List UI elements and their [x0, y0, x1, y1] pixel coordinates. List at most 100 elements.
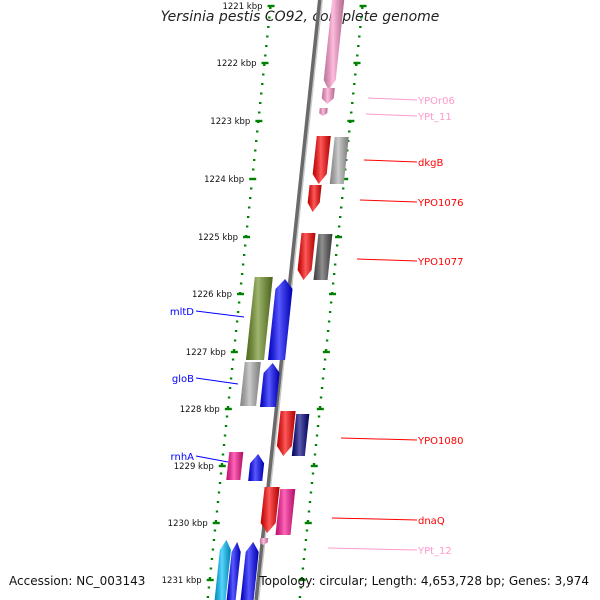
- inner-tick-dot: [247, 206, 251, 209]
- outer-tick-dot: [321, 377, 325, 380]
- topology-text: Topology: circular; Length: 4,653,728 bp…: [259, 574, 589, 588]
- outer-tick-dot: [317, 415, 321, 418]
- inner-tick-dot: [221, 453, 225, 456]
- gene-yporo6-tip-shading: [321, 88, 335, 104]
- outer-tick-dot: [356, 54, 359, 57]
- gene-dnaQ-neighbor-shading: [275, 489, 296, 535]
- inner-tick-dot: [261, 83, 264, 85]
- inner-tick-dot: [233, 339, 237, 342]
- tick-label: 1227 kbp: [186, 348, 226, 358]
- major-tick: [249, 177, 257, 181]
- outer-tick-dot: [352, 92, 355, 95]
- leader-line: [340, 437, 418, 441]
- gene-label: YPt_11: [417, 112, 452, 123]
- major-tick: [341, 177, 349, 181]
- inner-tick-dot: [268, 16, 271, 19]
- inner-tick-dot: [226, 406, 230, 408]
- outer-tick-dot: [307, 510, 311, 513]
- gene-cyan-shading: [214, 540, 231, 600]
- outer-tick-dot: [299, 586, 303, 589]
- outer-tick-dot: [361, 7, 364, 9]
- inner-tick-dot: [248, 197, 252, 199]
- outer-tick-dot: [329, 301, 333, 304]
- gene-layer: [214, 0, 349, 600]
- inner-tick-dot: [228, 387, 232, 389]
- outer-tick-dot: [355, 64, 358, 66]
- gene-blue-a-shading: [226, 542, 241, 600]
- outer-tick-dot: [359, 26, 362, 28]
- outer-tick-dot: [298, 596, 302, 598]
- gene-blue-b-shading: [240, 542, 259, 600]
- inner-tick-dot: [213, 529, 217, 532]
- major-tick: [206, 578, 214, 582]
- major-tick: [329, 292, 337, 296]
- outer-tick-dot: [315, 434, 319, 437]
- leader-line: [363, 159, 418, 163]
- outer-tick-dot: [309, 491, 313, 494]
- tick-label: 1228 kbp: [180, 405, 220, 415]
- major-tick: [347, 119, 355, 123]
- gene-label: dnaQ: [418, 516, 445, 527]
- outer-tick-dot: [333, 263, 337, 266]
- leader-line: [195, 310, 245, 318]
- major-tick: [335, 235, 343, 239]
- outer-tick-dot: [313, 453, 317, 456]
- inner-tick-dot: [249, 187, 253, 190]
- inner-tick-dot: [254, 149, 257, 152]
- outer-tick-dot: [354, 73, 357, 76]
- inner-tick-dot: [260, 92, 263, 95]
- gene-ypo1080-neighbor-shading: [291, 414, 310, 456]
- gene-label: YPt_12: [417, 546, 452, 557]
- inner-tick-dot: [207, 586, 211, 589]
- outer-tick-dot: [348, 130, 351, 133]
- gene-rnhA-partner-shading: [226, 452, 244, 480]
- gene-yporo6-shading: [323, 0, 345, 90]
- tick-label: 1231 kbp: [162, 576, 202, 586]
- outer-tick-dot: [358, 35, 361, 38]
- inner-tick-dot: [208, 577, 212, 579]
- inner-tick-dot: [245, 225, 249, 228]
- outer-tick-dot: [341, 187, 345, 190]
- major-tick: [212, 521, 220, 525]
- inner-tick-dot: [242, 254, 246, 256]
- gene-label: rnhA: [171, 452, 195, 463]
- inner-tick-dot: [236, 311, 240, 313]
- outer-tick-dot: [316, 425, 320, 427]
- outer-tick-dot: [312, 463, 316, 465]
- major-tick: [322, 350, 330, 354]
- inner-tick-dot: [258, 111, 261, 114]
- outer-tick-dot: [326, 330, 330, 332]
- inner-tick-dot: [235, 320, 239, 323]
- outer-tick-dot: [323, 358, 327, 361]
- inner-tick-dot: [246, 216, 250, 218]
- outer-tick-dot: [340, 197, 344, 199]
- major-tick: [255, 119, 263, 123]
- inner-tick-dot: [240, 273, 244, 275]
- gene-label: mltD: [170, 307, 194, 318]
- outer-tick-dot: [305, 529, 309, 532]
- inner-tick-dot: [266, 35, 269, 38]
- inner-tick-dot: [220, 463, 224, 465]
- tick-label: 1229 kbp: [174, 462, 214, 472]
- gene-label: dkgB: [418, 158, 443, 169]
- outer-tick-dot: [360, 16, 363, 19]
- tick-label: 1225 kbp: [198, 233, 238, 243]
- gene-label: YPO1076: [417, 198, 463, 209]
- outer-tick-dot: [308, 501, 312, 503]
- leader-line: [367, 97, 418, 101]
- outer-tick-dot: [332, 273, 336, 275]
- major-tick: [304, 521, 312, 525]
- gene-dkgb-neighbor-shading: [329, 137, 349, 184]
- tick-label: 1230 kbp: [168, 519, 208, 529]
- inner-tick-dot: [223, 434, 227, 437]
- leader-line: [356, 258, 418, 262]
- leader-line: [359, 199, 418, 203]
- major-tick: [243, 235, 251, 239]
- gene-rnhA-shading: [248, 454, 265, 481]
- major-tick: [298, 578, 306, 582]
- inner-tick-dot: [210, 558, 214, 560]
- inner-tick-dot: [259, 102, 262, 104]
- inner-tick-dot: [211, 548, 215, 551]
- inner-tick-dot: [209, 567, 213, 570]
